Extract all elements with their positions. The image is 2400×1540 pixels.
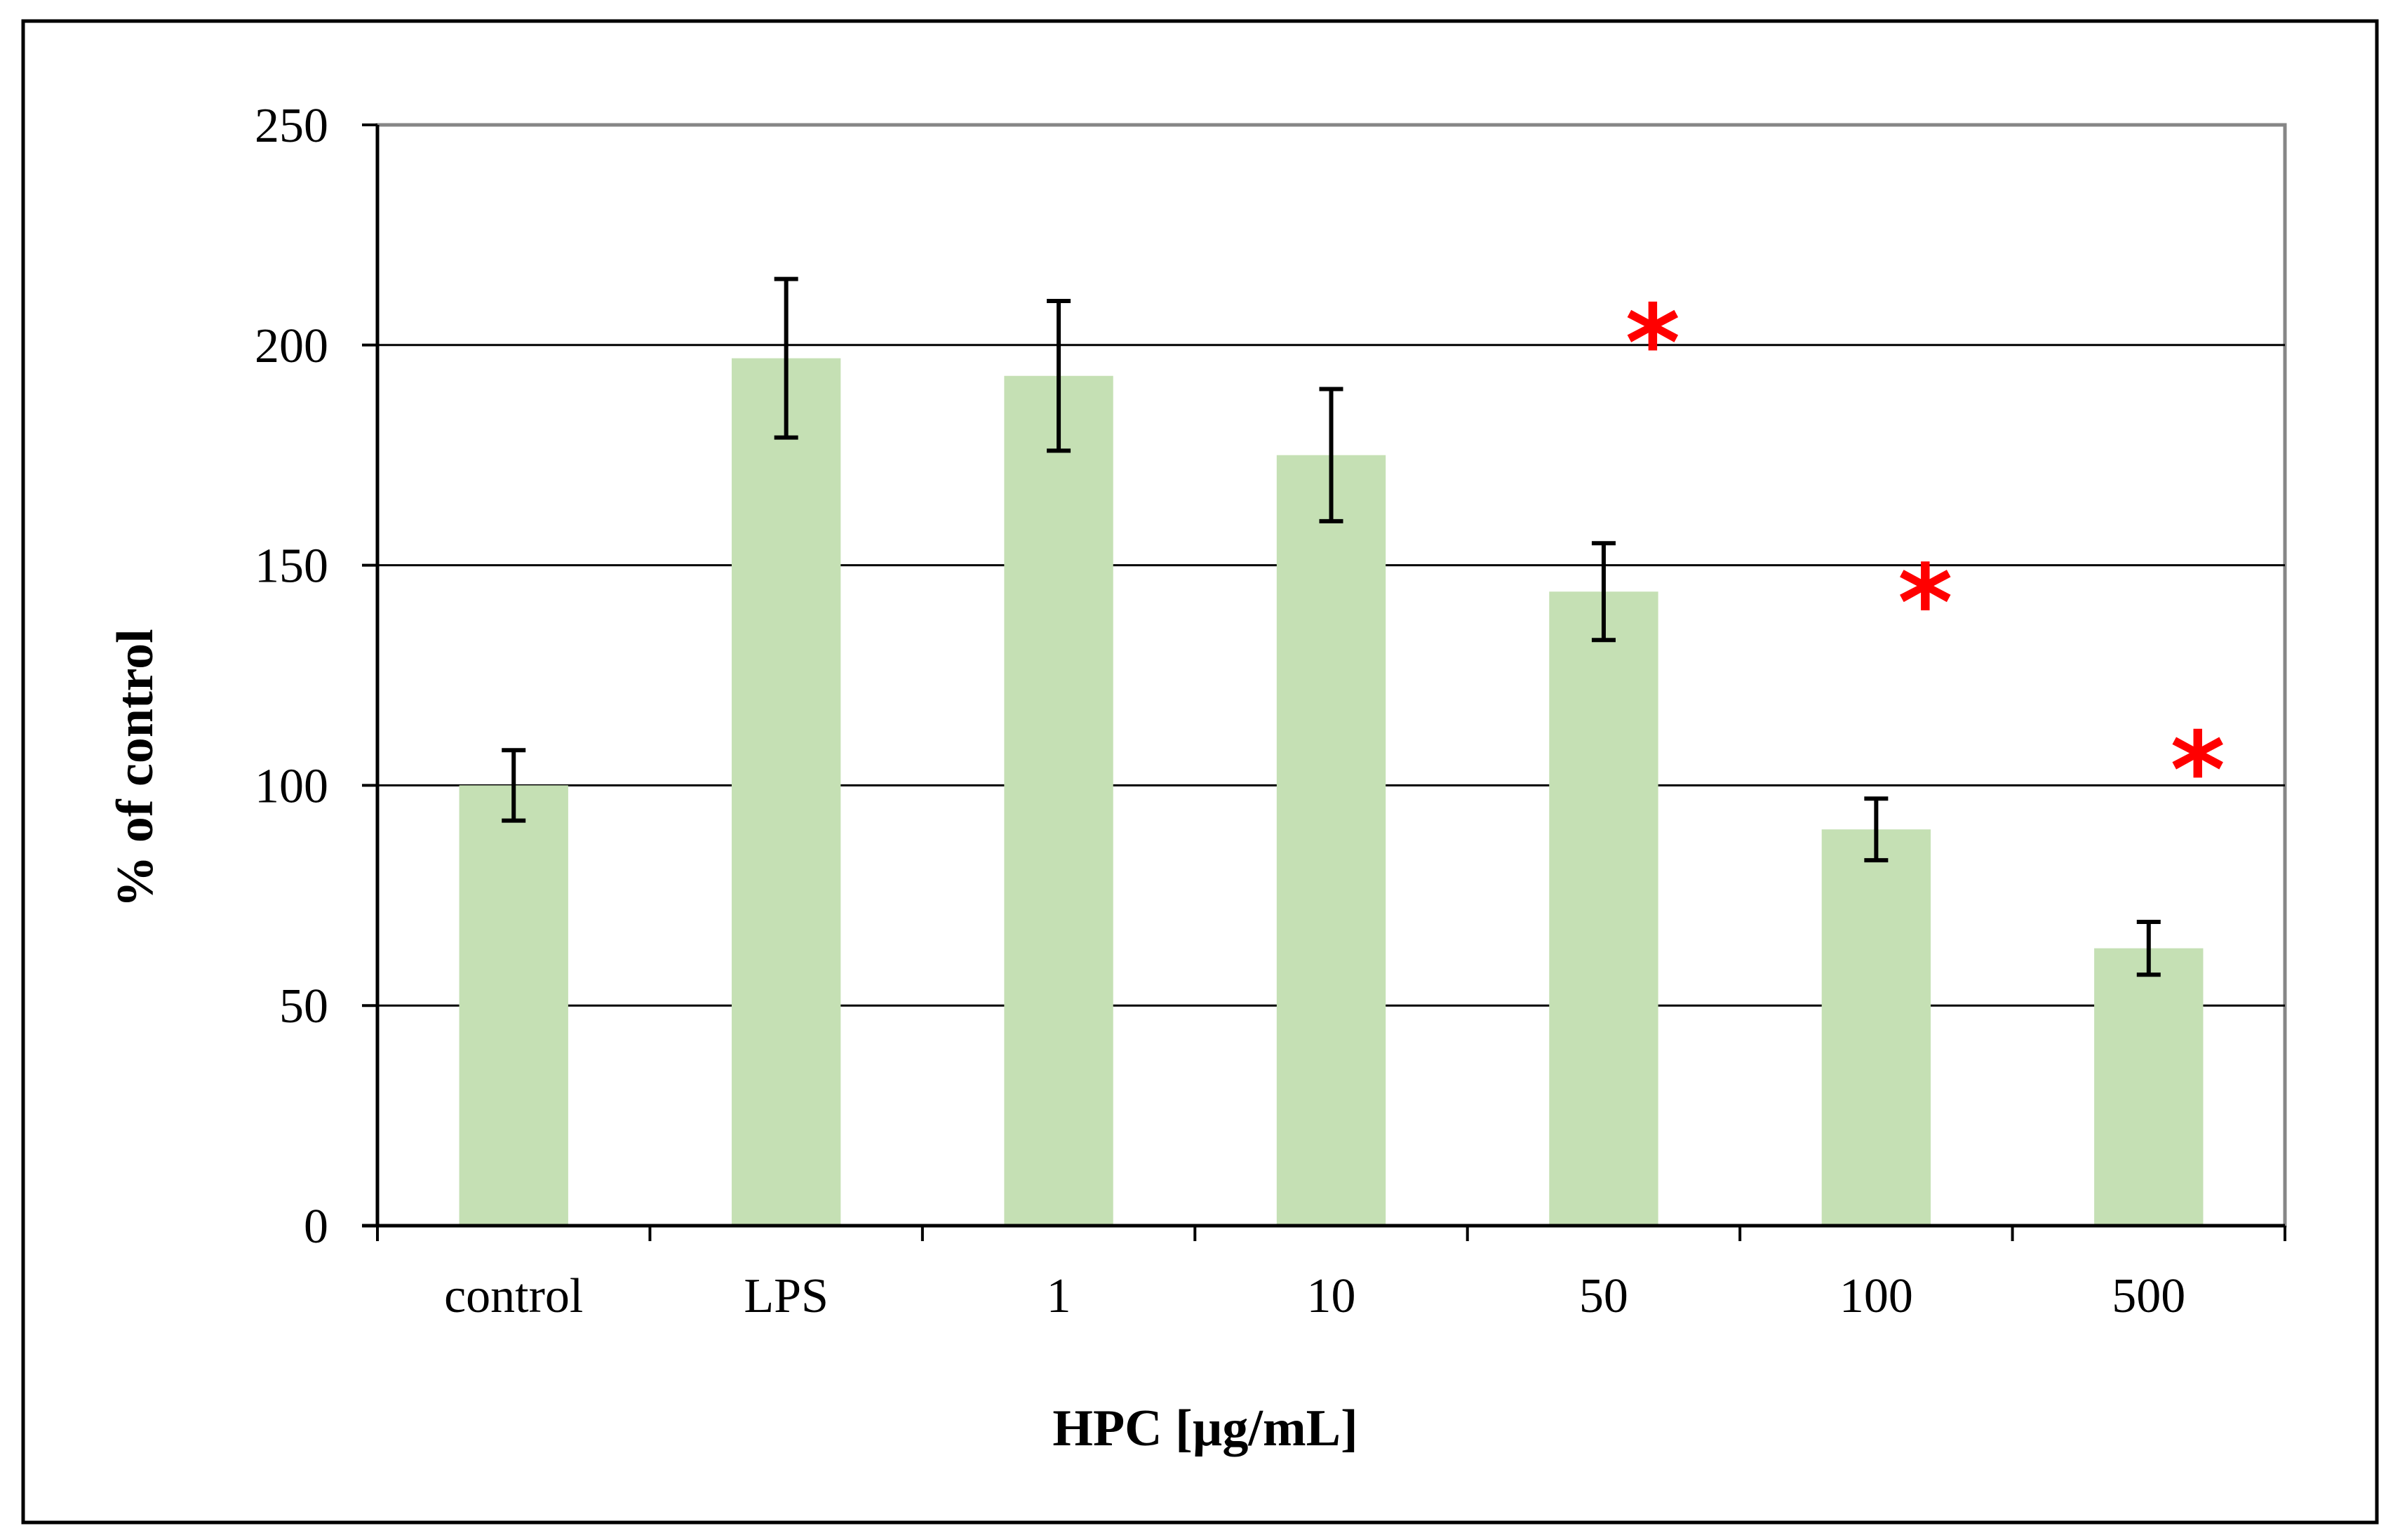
bar-100: [1821, 829, 1931, 1226]
y-tick-label-150: 150: [255, 540, 328, 594]
error-bar-50: [1591, 541, 1616, 643]
error-bar-layer: [502, 276, 2161, 977]
y-tick-label-200: 200: [255, 319, 328, 373]
x-tick-label-control: control: [444, 1269, 583, 1323]
x-tick-label-100: 100: [1839, 1269, 1913, 1323]
y-tick-label-250: 250: [255, 99, 328, 153]
y-tick-label-50: 50: [279, 979, 328, 1033]
x-tick-label-500: 500: [2112, 1269, 2185, 1323]
y-tick-label-100: 100: [255, 759, 328, 813]
outer-frame: [21, 19, 2379, 1525]
bar-50: [1549, 591, 1658, 1226]
bar-1: [1004, 375, 1113, 1226]
bar-LPS: [731, 358, 841, 1226]
significance-marker-50: *: [1625, 283, 1680, 405]
x-axis-title: HPC [µg/mL]: [1052, 1400, 1357, 1457]
bar-layer: [459, 358, 2204, 1226]
error-bar-100: [1864, 796, 1889, 863]
bar-500: [2094, 948, 2204, 1226]
error-bar-control: [502, 748, 526, 823]
y-axis-title: % of control: [107, 629, 164, 907]
error-bar-10: [1319, 387, 1343, 523]
error-bar-1: [1047, 299, 1071, 453]
y-tick-label-0: 0: [304, 1200, 328, 1254]
significance-marker-100: *: [1898, 543, 1952, 665]
axis-layer: [362, 123, 2286, 1241]
x-tick-label-50: 50: [1579, 1269, 1628, 1323]
tick-label-layer: 0 50 100 150 200 250 control LPS 1 10 50 100 500: [255, 99, 2185, 1323]
significance-marker-layer: * * *: [1625, 283, 2225, 832]
x-tick-label-LPS: LPS: [744, 1269, 829, 1323]
x-tick-label-1: 1: [1047, 1269, 1071, 1323]
bar-control: [459, 785, 568, 1226]
significance-marker-500: *: [2170, 710, 2225, 832]
error-bar-500: [2136, 919, 2161, 977]
error-bar-LPS: [774, 276, 798, 440]
x-tick-label-10: 10: [1307, 1269, 1356, 1323]
bar-10: [1276, 455, 1386, 1226]
